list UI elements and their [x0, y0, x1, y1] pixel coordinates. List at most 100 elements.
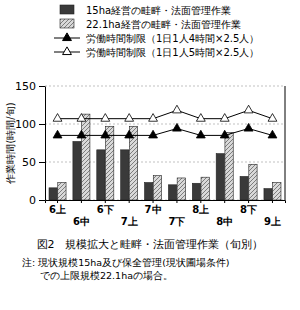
tick-label: 100 [15, 118, 36, 131]
tick-label: 150 [15, 80, 36, 93]
marker [244, 105, 253, 113]
bar [177, 178, 185, 200]
marker [101, 114, 110, 122]
tick-label: 7下 [168, 216, 185, 227]
marker [173, 105, 182, 113]
tick: 50 [22, 156, 45, 169]
line [58, 129, 273, 136]
legend-item: 労働時間制限（1日1人5時間×2.5人） [54, 47, 259, 58]
tick: 8上 [192, 200, 209, 215]
bar [153, 176, 161, 200]
bar [240, 176, 248, 200]
bar [97, 150, 105, 200]
legend-item: 22.1ha経営の畦畔・法面管理作業 [60, 19, 241, 30]
tick-label: 6中 [73, 216, 90, 227]
tick-label: 7中 [145, 204, 162, 215]
frame [285, 86, 286, 200]
tick-mark [105, 200, 106, 203]
tick-mark [81, 200, 82, 203]
marker [173, 123, 182, 131]
marker [149, 130, 158, 138]
bar [192, 183, 200, 200]
marker [125, 114, 134, 122]
tick: 0 [29, 194, 45, 207]
plot-area [49, 105, 281, 200]
bar [201, 177, 209, 200]
title: 図2 規模拡大と畦畔・法面管理作業（旬別） [37, 238, 264, 251]
legend-marker [63, 47, 72, 55]
tick-label: 9上 [264, 216, 281, 227]
axis-title: 作業時間(時間/旬) [5, 102, 16, 184]
axis-line [46, 201, 286, 204]
bar [121, 150, 129, 200]
bar [145, 183, 153, 200]
tick: 8中 [216, 200, 233, 227]
note: 注: 現状規模15ha及び保全管理(現状圃場条件) [22, 257, 230, 268]
tick: 150 [15, 80, 45, 93]
marker [220, 114, 229, 122]
legend-item: 労働時間制限（1日1人4時間×2.5人） [54, 33, 259, 44]
bar [264, 189, 272, 200]
tick-mark [57, 200, 58, 203]
tick-label: 6上 [49, 204, 66, 215]
tick-label: 0 [29, 194, 36, 207]
grid-line [45, 86, 285, 87]
legend-swatch [60, 5, 74, 14]
marker [53, 130, 62, 138]
tick-label: 8上 [192, 204, 209, 215]
tick-label: 8中 [216, 216, 233, 227]
tick-mark [39, 124, 45, 125]
tick: 8下 [240, 200, 257, 215]
tick: 100 [15, 118, 45, 131]
legend-swatch [60, 19, 74, 28]
legend-marker [63, 33, 72, 41]
axis-line [45, 87, 46, 201]
tick: 6中 [73, 200, 90, 227]
marker [77, 114, 86, 122]
bar [168, 185, 176, 200]
marker [101, 130, 110, 138]
marker [244, 123, 253, 131]
marker [53, 114, 62, 122]
legend: 15ha経営の畦畔・法面管理作業 22.1ha経営の畦畔・法面管理作業労働時間制限… [54, 5, 259, 58]
legend-label: 労働時間制限（1日1人4時間×2.5人） [86, 33, 259, 44]
tick-mark [39, 162, 45, 163]
tick-mark [176, 200, 177, 203]
bar [73, 141, 81, 200]
legend-item: 15ha経営の畦畔・法面管理作業 [60, 5, 231, 16]
legend-label: 労働時間制限（1日1人5時間×2.5人） [86, 47, 259, 58]
x-axis: 6上 6中 6下 7上 7中 7下 8上 8中 8下 9上 [46, 200, 286, 227]
marker [196, 130, 205, 138]
bar [49, 188, 57, 200]
tick-label: 6下 [97, 204, 114, 215]
tick: 7上 [121, 200, 138, 227]
legend-label: 22.1ha経営の畦畔・法面管理作業 [86, 19, 241, 30]
marker [220, 130, 229, 138]
marker [125, 130, 134, 138]
marker [268, 130, 277, 138]
bar [82, 114, 90, 200]
tick-mark [248, 200, 249, 203]
tick: 6上 [49, 200, 66, 215]
y-axis: 0 50 100 150 [15, 80, 46, 207]
marker [196, 114, 205, 122]
bar [249, 164, 257, 200]
note: での上限規模22.1haの場合。 [40, 270, 173, 281]
tick-mark [272, 200, 273, 203]
tick-mark [224, 200, 225, 203]
tick: 7下 [168, 200, 185, 227]
tick-mark [153, 200, 154, 203]
tick-mark [39, 200, 45, 201]
tick: 9上 [264, 200, 281, 227]
line [58, 110, 273, 118]
bar [273, 183, 281, 200]
legend-label: 15ha経営の畦畔・法面管理作業 [86, 5, 231, 16]
marker [149, 114, 158, 122]
tick-label: 7上 [121, 216, 138, 227]
bar [58, 183, 66, 200]
marker [268, 114, 277, 122]
tick-mark [39, 86, 45, 87]
tick-label: 8下 [240, 204, 257, 215]
tick-mark [129, 200, 130, 203]
chart: 0 50 100 150 6上 6中 6下 7上 7中 7下 8上 8中 8下 9上 作業時間(時間/旬) 1… [0, 0, 300, 310]
